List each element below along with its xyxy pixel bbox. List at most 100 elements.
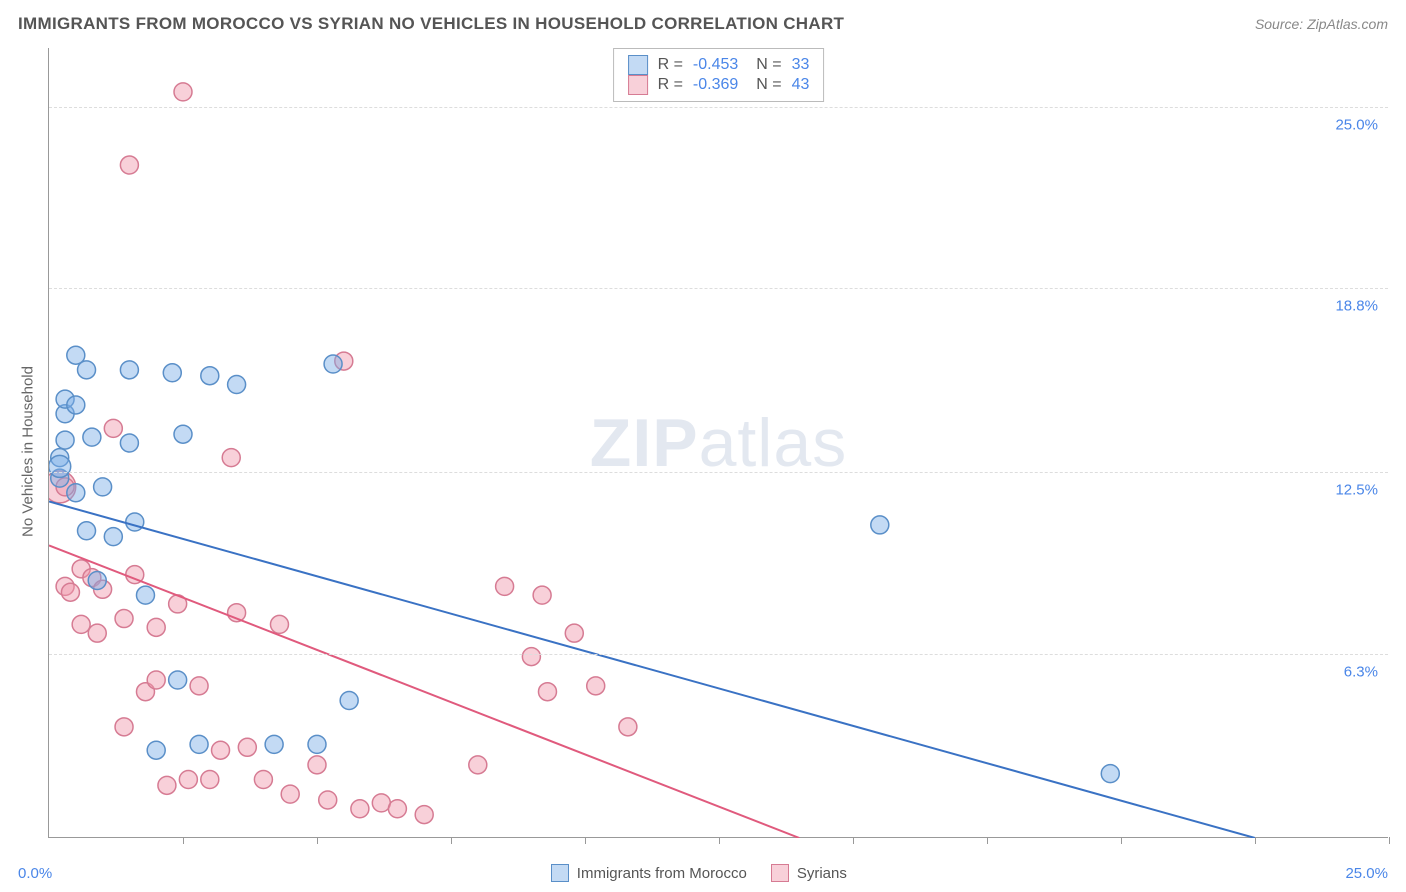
scatter-point-syrians — [335, 352, 353, 370]
stats-row-syrians: R = -0.369 N = 43 — [628, 75, 810, 95]
scatter-point-syrians — [169, 595, 187, 613]
scatter-point-syrians — [147, 671, 165, 689]
scatter-point-morocco — [163, 364, 181, 382]
legend-swatch-syrians — [771, 864, 789, 882]
scatter-point-syrians — [94, 580, 112, 598]
plot-area: ZIPatlas R = -0.453 N = 33 R = -0.369 N … — [48, 48, 1388, 838]
scatter-point-morocco — [1101, 765, 1119, 783]
scatter-point-morocco — [88, 572, 106, 590]
x-tick — [1121, 837, 1122, 844]
legend-item-syrians: Syrians — [771, 864, 847, 882]
gridline — [49, 472, 1388, 473]
scatter-point-syrians — [372, 794, 390, 812]
scatter-point-morocco — [49, 455, 71, 477]
scatter-point-morocco — [190, 735, 208, 753]
chart-header: IMMIGRANTS FROM MOROCCO VS SYRIAN NO VEH… — [0, 0, 1406, 40]
stat-n-label: N = — [756, 56, 781, 74]
scatter-point-morocco — [147, 741, 165, 759]
scatter-point-morocco — [871, 516, 889, 534]
legend-item-morocco: Immigrants from Morocco — [551, 864, 747, 882]
gridline — [49, 288, 1388, 289]
gridline — [49, 654, 1388, 655]
scatter-point-syrians — [238, 738, 256, 756]
x-tick — [585, 837, 586, 844]
legend-label-syrians: Syrians — [797, 865, 847, 882]
scatter-point-morocco — [324, 355, 342, 373]
stat-n-label: N = — [756, 76, 781, 94]
chart-footer: 0.0% Immigrants from Morocco Syrians 25.… — [0, 854, 1406, 892]
bottom-legend: Immigrants from Morocco Syrians — [52, 864, 1345, 882]
trend-line-syrians — [49, 545, 799, 838]
scatter-point-morocco — [56, 431, 74, 449]
scatter-point-morocco — [78, 522, 96, 540]
chart-title: IMMIGRANTS FROM MOROCCO VS SYRIAN NO VEH… — [18, 14, 844, 34]
stat-r-syrians: -0.369 — [693, 76, 738, 94]
scatter-point-morocco — [83, 428, 101, 446]
x-tick — [183, 837, 184, 844]
scatter-point-morocco — [174, 425, 192, 443]
stat-r-label: R = — [658, 76, 683, 94]
scatter-point-morocco — [308, 735, 326, 753]
scatter-point-morocco — [56, 405, 74, 423]
scatter-point-syrians — [72, 560, 90, 578]
scatter-point-morocco — [126, 513, 144, 531]
scatter-point-syrians — [158, 776, 176, 794]
y-tick-label: 12.5% — [1335, 482, 1378, 499]
x-tick — [1389, 837, 1390, 844]
scatter-point-morocco — [94, 478, 112, 496]
swatch-morocco — [628, 55, 648, 75]
stats-row-morocco: R = -0.453 N = 33 — [628, 55, 810, 75]
swatch-syrians — [628, 75, 648, 95]
scatter-point-syrians — [147, 618, 165, 636]
y-axis-label: No Vehicles in Household — [20, 252, 37, 652]
scatter-point-syrians — [88, 624, 106, 642]
scatter-point-syrians — [538, 683, 556, 701]
scatter-point-syrians — [388, 800, 406, 818]
y-tick-label: 6.3% — [1344, 663, 1378, 680]
scatter-point-syrians — [270, 615, 288, 633]
x-tick — [987, 837, 988, 844]
source-name: ZipAtlas.com — [1307, 16, 1388, 32]
scatter-point-syrians — [522, 648, 540, 666]
scatter-point-syrians — [308, 756, 326, 774]
watermark-light: atlas — [699, 405, 848, 481]
stat-r-label: R = — [658, 56, 683, 74]
legend-swatch-morocco — [551, 864, 569, 882]
scatter-point-syrians — [201, 770, 219, 788]
scatter-point-morocco — [201, 367, 219, 385]
watermark-bold: ZIP — [590, 405, 699, 481]
scatter-point-syrians — [565, 624, 583, 642]
stat-r-morocco: -0.453 — [693, 56, 738, 74]
scatter-point-syrians — [281, 785, 299, 803]
scatter-point-morocco — [169, 671, 187, 689]
legend-label-morocco: Immigrants from Morocco — [577, 865, 747, 882]
scatter-point-syrians — [49, 471, 76, 503]
scatter-point-syrians — [415, 806, 433, 824]
scatter-point-syrians — [83, 569, 101, 587]
scatter-point-syrians — [104, 419, 122, 437]
scatter-point-syrians — [61, 583, 79, 601]
y-tick-label: 18.8% — [1335, 297, 1378, 314]
scatter-point-morocco — [136, 586, 154, 604]
scatter-point-syrians — [174, 83, 192, 101]
scatter-point-syrians — [126, 566, 144, 584]
x-axis-min-label: 0.0% — [18, 865, 52, 882]
watermark: ZIPatlas — [590, 404, 847, 482]
scatter-point-syrians — [351, 800, 369, 818]
stat-n-syrians: 43 — [792, 76, 810, 94]
scatter-point-morocco — [67, 346, 85, 364]
stat-n-morocco: 33 — [792, 56, 810, 74]
scatter-point-syrians — [56, 478, 74, 496]
scatter-point-syrians — [115, 718, 133, 736]
x-tick — [853, 837, 854, 844]
scatter-point-syrians — [254, 770, 272, 788]
scatter-svg — [49, 48, 1389, 838]
scatter-point-syrians — [72, 615, 90, 633]
scatter-point-morocco — [265, 735, 283, 753]
gridline — [49, 107, 1388, 108]
scatter-point-syrians — [56, 577, 74, 595]
scatter-point-morocco — [120, 361, 138, 379]
scatter-point-syrians — [190, 677, 208, 695]
x-tick — [451, 837, 452, 844]
scatter-point-syrians — [469, 756, 487, 774]
